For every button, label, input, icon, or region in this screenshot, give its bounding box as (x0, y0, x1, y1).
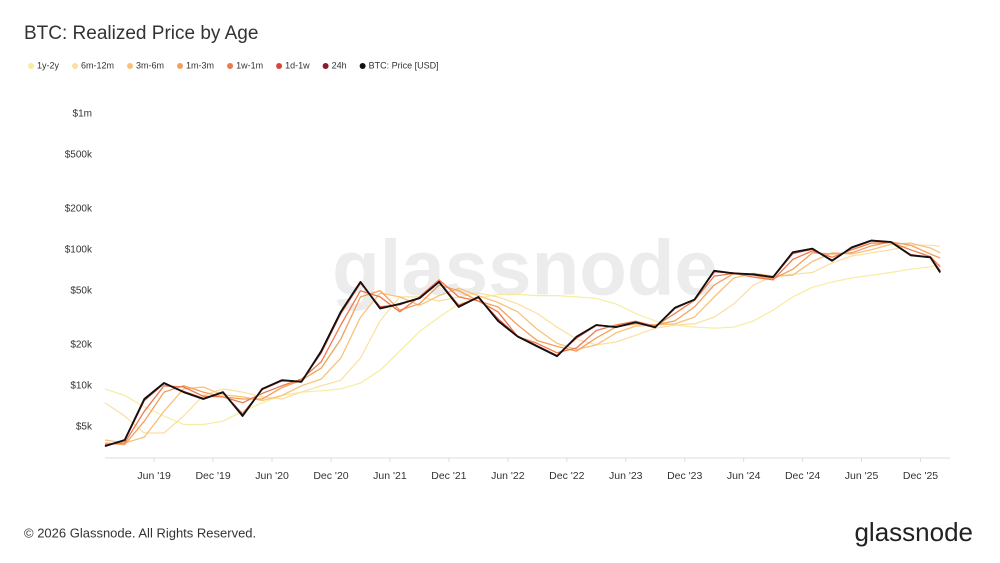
logo: glassnode (854, 517, 973, 547)
legend-label: 3m-6m (136, 60, 164, 70)
y-tick-label: $200k (65, 203, 93, 214)
legend-label: 24h (332, 60, 347, 70)
y-tick-label: $1m (73, 108, 92, 119)
footer: © 2026 Glassnode. All Rights Reserved. (24, 525, 256, 540)
series-line (104, 244, 941, 434)
legend-marker (127, 63, 134, 69)
legend-label: 1d-1w (285, 60, 310, 70)
x-tick-label: Jun '23 (609, 470, 643, 482)
legend-marker (72, 63, 79, 69)
y-tick-label: $500k (65, 149, 93, 160)
x-tick-label: Jun '22 (491, 470, 525, 482)
x-tick-label: Dec '20 (313, 470, 348, 482)
series-line (104, 239, 941, 448)
x-tick-label: Jun '21 (373, 470, 407, 482)
x-tick-label: Dec '25 (903, 470, 938, 482)
y-tick-label: $20k (70, 340, 93, 351)
legend-label: 1m-3m (186, 60, 214, 70)
y-tick-label: $5k (76, 421, 93, 432)
x-tick-label: Jun '25 (845, 470, 879, 482)
x-tick-label: Dec '22 (549, 470, 584, 482)
legend-marker (322, 63, 329, 69)
x-tick-label: Jun '20 (255, 470, 289, 482)
x-tick-label: Jun '24 (727, 470, 761, 482)
legend-label: 6m-12m (81, 60, 114, 70)
legend-marker (177, 63, 184, 69)
legend-label: BTC: Price [USD] (369, 60, 439, 70)
legend-label: 1w-1m (236, 60, 263, 70)
legend-marker (276, 63, 283, 69)
x-tick-label: Jun '19 (137, 470, 171, 482)
x-tick-label: Dec '21 (431, 470, 466, 482)
series-line (104, 241, 941, 446)
chart-title: BTC: Realized Price by Age (24, 23, 258, 44)
x-tick-label: Dec '24 (785, 470, 820, 482)
series-line (104, 241, 941, 446)
legend-marker (359, 63, 366, 69)
legend-label: 1y-2y (37, 60, 60, 70)
y-tick-label: $50k (70, 285, 93, 296)
series-line (104, 242, 941, 444)
y-tick-label: $10k (70, 380, 93, 391)
y-tick-label: $100k (65, 244, 93, 255)
x-tick-label: Dec '19 (195, 470, 230, 482)
x-tick-label: Dec '23 (667, 470, 702, 482)
watermark: glassnode (332, 224, 718, 312)
legend-marker (28, 63, 34, 69)
legend-marker (227, 63, 234, 69)
